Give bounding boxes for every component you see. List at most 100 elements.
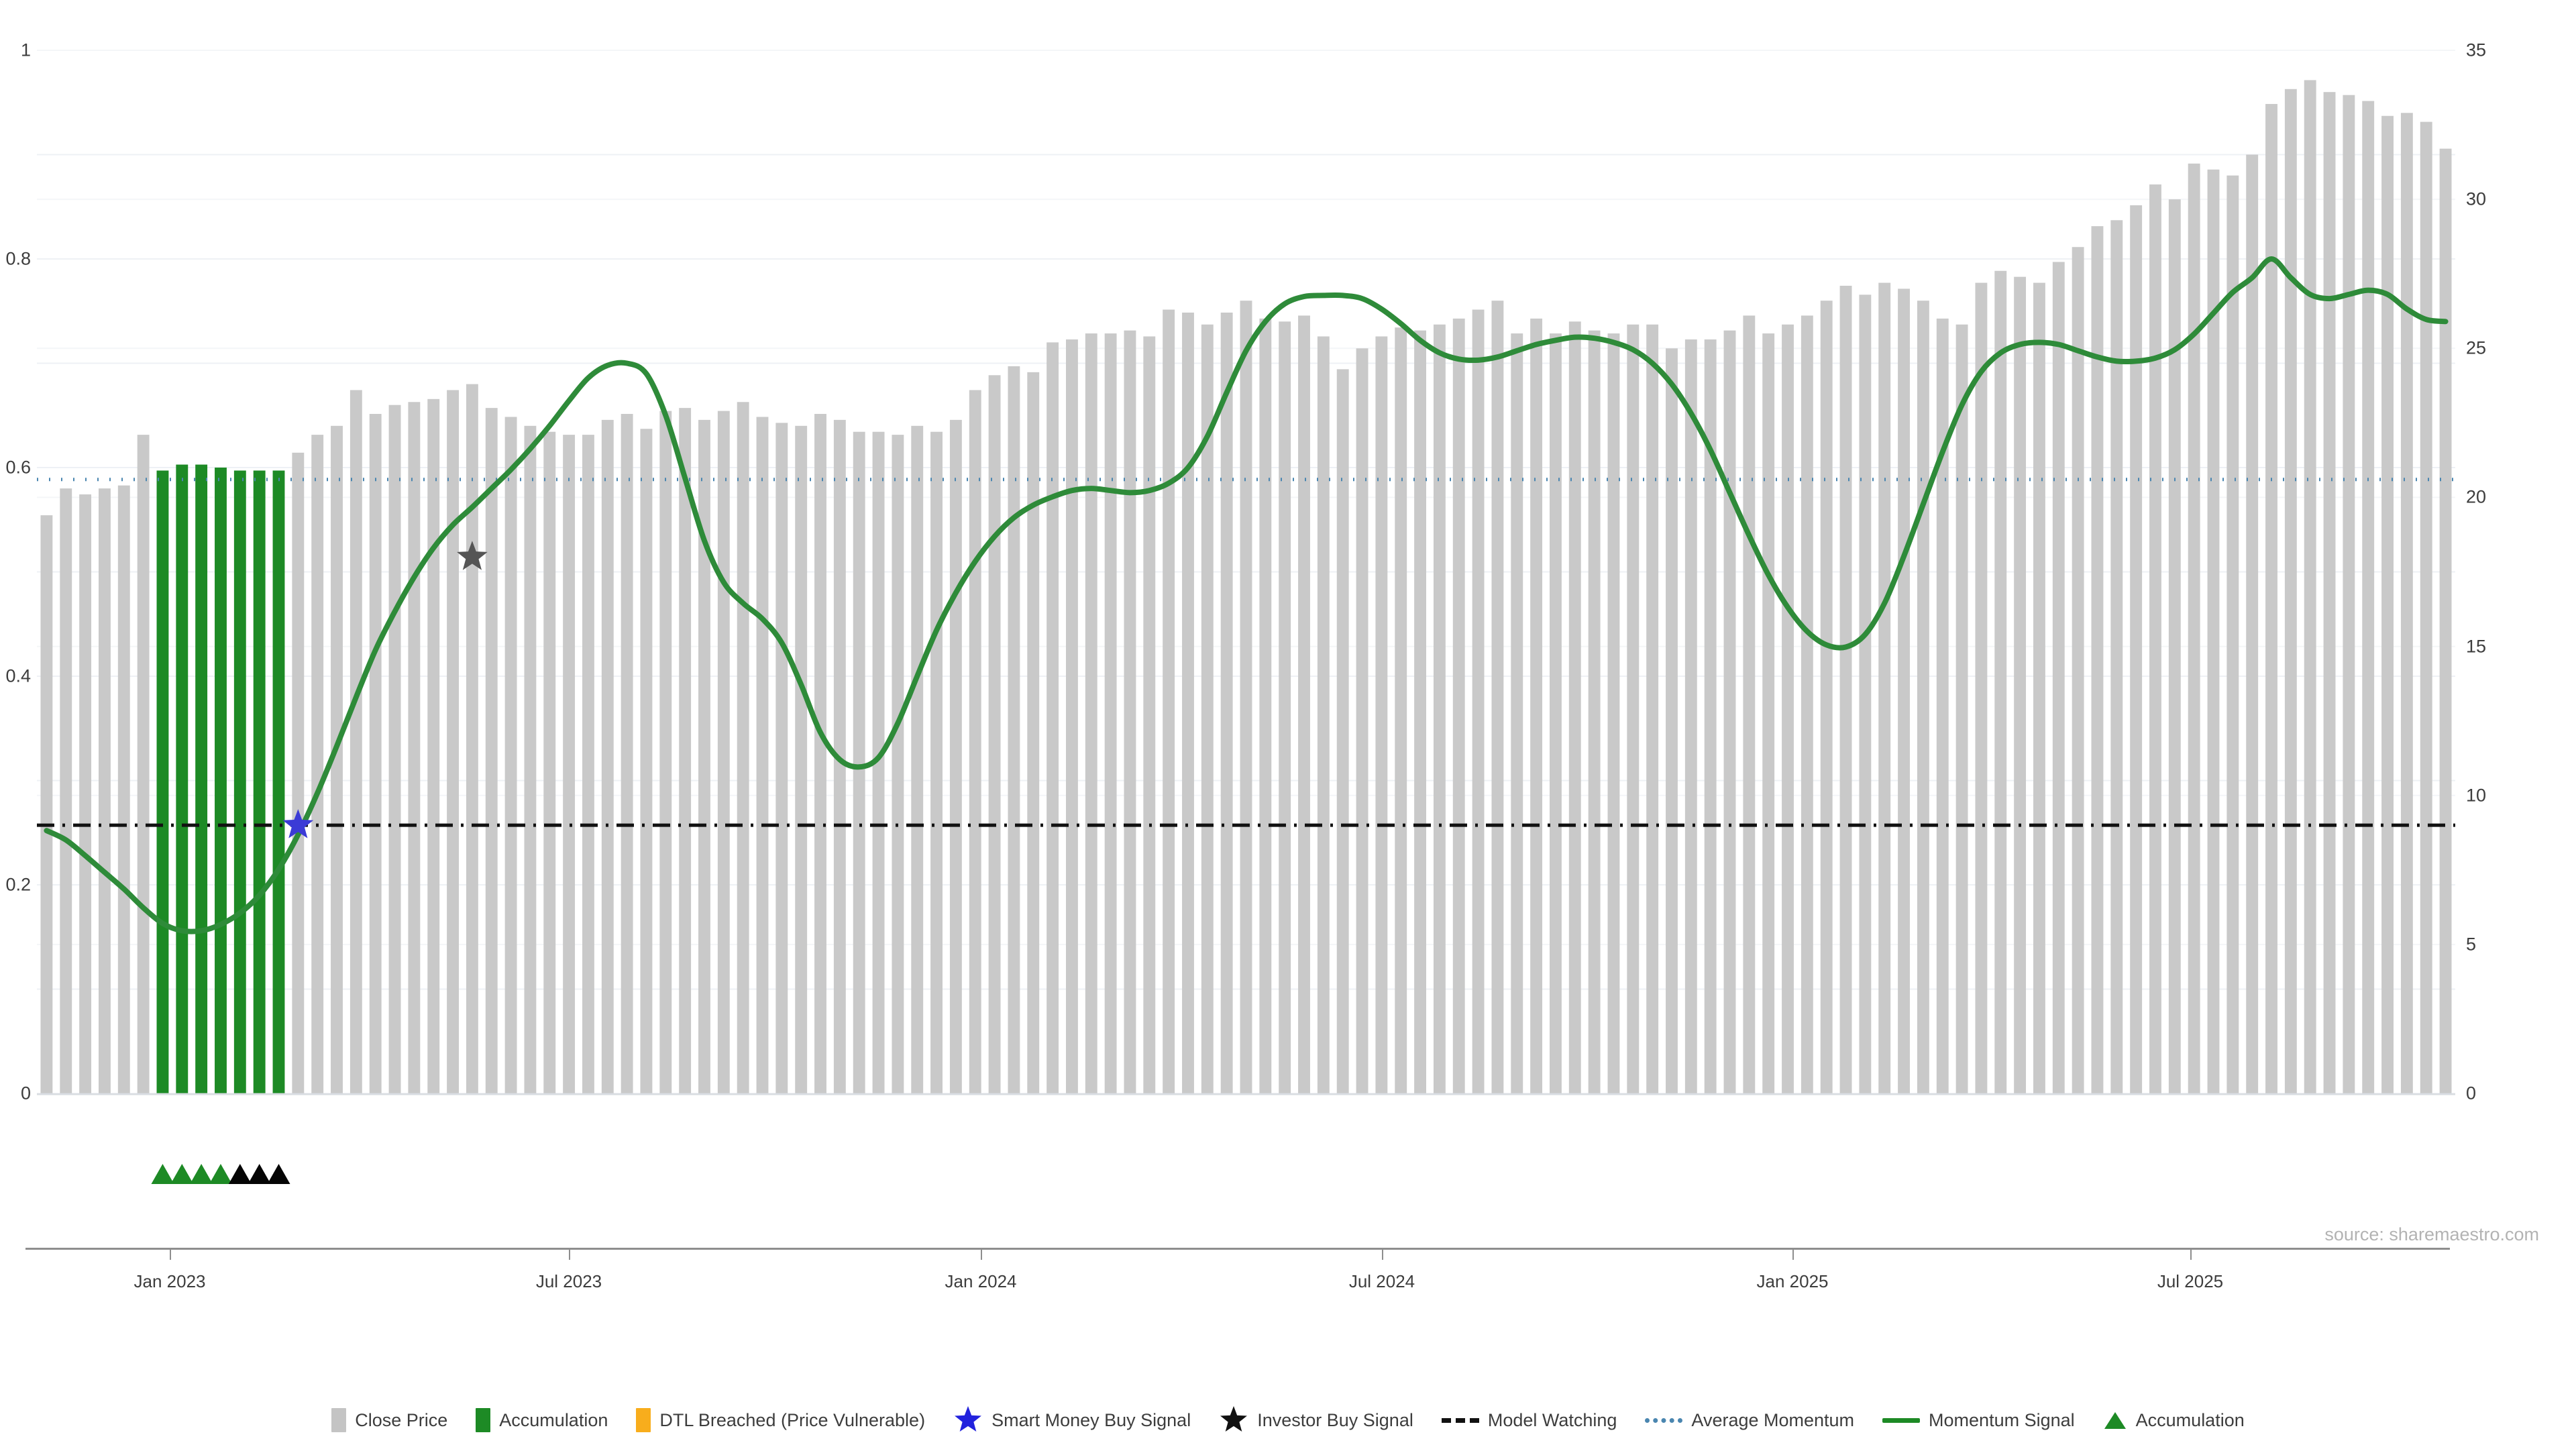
close-price-bar	[795, 425, 808, 1093]
close-price-bar	[79, 494, 92, 1093]
legend-dotted-line-icon	[1645, 1417, 1683, 1423]
close-price-bar	[1530, 318, 1543, 1093]
x-axis-tick	[170, 1248, 171, 1260]
close-price-bar	[2362, 101, 2375, 1093]
close-price-bar	[601, 419, 614, 1093]
x-axis-tick-label: Jul 2024	[1348, 1271, 1415, 1291]
close-price-bar	[814, 414, 826, 1093]
close-price-bar	[698, 419, 710, 1093]
legend-item[interactable]: Model Watching	[1441, 1409, 1617, 1431]
close-price-bar	[40, 515, 53, 1093]
legend-solid-line-icon	[1882, 1417, 1921, 1423]
close-price-bar	[1240, 301, 1252, 1094]
close-price-bar	[1317, 336, 1330, 1093]
close-price-bar	[1395, 327, 1407, 1094]
close-price-bar	[1898, 288, 1911, 1093]
close-price-bar	[1878, 282, 1891, 1093]
close-price-bar	[853, 431, 865, 1093]
close-price-bar	[911, 425, 924, 1093]
close-price-bar	[988, 375, 1001, 1093]
close-price-bar	[2188, 163, 2200, 1093]
close-price-bar	[2343, 95, 2355, 1094]
x-axis-tick	[1382, 1248, 1383, 1260]
close-price-bar	[1046, 342, 1059, 1093]
close-price-bar	[2091, 226, 2104, 1094]
price-bars-layer	[37, 50, 2455, 1095]
close-price-bar	[563, 435, 576, 1093]
x-axis-tick-label: Jul 2023	[535, 1271, 602, 1291]
x-axis-tick	[2190, 1248, 2192, 1260]
y-axis-left-tick: 0.6	[5, 457, 31, 478]
plot-area	[37, 50, 2455, 1095]
legend-item-label: Model Watching	[1487, 1409, 1617, 1430]
close-price-bar	[350, 390, 362, 1093]
close-price-bar	[582, 435, 594, 1093]
legend-item-label: Close Price	[355, 1409, 448, 1430]
legend-item[interactable]: Smart Money Buy Signal	[953, 1405, 1191, 1435]
legend-item[interactable]: Momentum Signal	[1882, 1410, 2075, 1431]
legend-item[interactable]: Accumulation	[476, 1408, 608, 1432]
close-price-bar	[1452, 318, 1465, 1093]
chart-legend: Close Price Accumulation DTL Breached (Pri…	[0, 1405, 2576, 1435]
legend-item[interactable]: Accumulation	[2103, 1409, 2245, 1431]
x-axis-tick-label: Jan 2024	[945, 1271, 1017, 1291]
close-price-bar	[1607, 333, 1620, 1094]
close-price-bar	[1820, 301, 1833, 1094]
legend-item-label: Smart Money Buy Signal	[991, 1409, 1191, 1430]
close-price-bar	[524, 425, 537, 1093]
accumulation-triangles	[151, 1164, 290, 1184]
x-axis-tick-label: Jan 2025	[1756, 1271, 1829, 1291]
legend-dashed-line-icon	[1441, 1417, 1479, 1423]
accumulation-triangle-green-icon	[151, 1164, 174, 1184]
accumulation-bar	[253, 470, 266, 1093]
close-price-bar	[1085, 333, 1097, 1094]
accumulation-bar	[272, 470, 285, 1093]
close-price-bar	[1859, 294, 1872, 1093]
close-price-bar	[1549, 333, 1562, 1094]
close-price-bar	[2033, 282, 2045, 1093]
close-price-bar	[311, 435, 324, 1093]
close-price-bar	[1336, 369, 1349, 1093]
legend-item[interactable]: Close Price	[331, 1408, 447, 1432]
close-price-bar	[621, 414, 633, 1093]
close-price-bar	[1936, 318, 1949, 1093]
x-axis-line	[25, 1248, 2450, 1250]
y-axis-left-tick: 0.8	[5, 248, 31, 269]
source-note: source: sharemaestro.com	[2324, 1224, 2539, 1244]
close-price-bar	[2226, 175, 2239, 1094]
accumulation-bar	[215, 468, 227, 1093]
legend-item-label: Accumulation	[499, 1409, 608, 1430]
close-price-bar	[2149, 184, 2161, 1093]
legend-item[interactable]: DTL Breached (Price Vulnerable)	[636, 1408, 925, 1432]
close-price-bar	[1356, 348, 1368, 1094]
close-price-bar	[2207, 169, 2220, 1094]
accumulation-bar	[233, 470, 246, 1093]
close-price-bar	[1511, 333, 1523, 1094]
close-price-bar	[775, 423, 788, 1093]
close-price-bar	[2284, 89, 2297, 1094]
close-price-bar	[1762, 333, 1775, 1094]
legend-item[interactable]: Average Momentum	[1645, 1410, 1854, 1431]
close-price-bar	[1433, 324, 1446, 1093]
momentum-signal-line	[44, 256, 2449, 934]
close-price-bar	[427, 398, 440, 1094]
close-price-bar	[1588, 330, 1601, 1094]
close-price-bar	[1472, 309, 1485, 1093]
y-axis-right-tick: 10	[2466, 785, 2487, 806]
accumulation-triangle-green-icon	[209, 1164, 232, 1184]
legend-bar-swatch-icon	[636, 1408, 651, 1432]
close-price-bar	[2400, 113, 2413, 1093]
close-price-bar	[388, 405, 401, 1094]
close-price-bar	[1375, 336, 1388, 1093]
close-price-bar	[1955, 324, 1968, 1093]
legend-star-icon	[953, 1405, 983, 1435]
legend-item[interactable]: Investor Buy Signal	[1219, 1405, 1413, 1435]
close-price-bar	[1124, 330, 1136, 1094]
close-price-bar	[2072, 247, 2084, 1094]
close-price-bar	[1027, 372, 1040, 1093]
close-price-bar	[1723, 330, 1736, 1094]
accumulation-bar	[195, 464, 208, 1093]
close-price-bar	[1143, 336, 1156, 1093]
close-price-bar	[1627, 324, 1640, 1093]
close-price-bar	[447, 390, 460, 1093]
